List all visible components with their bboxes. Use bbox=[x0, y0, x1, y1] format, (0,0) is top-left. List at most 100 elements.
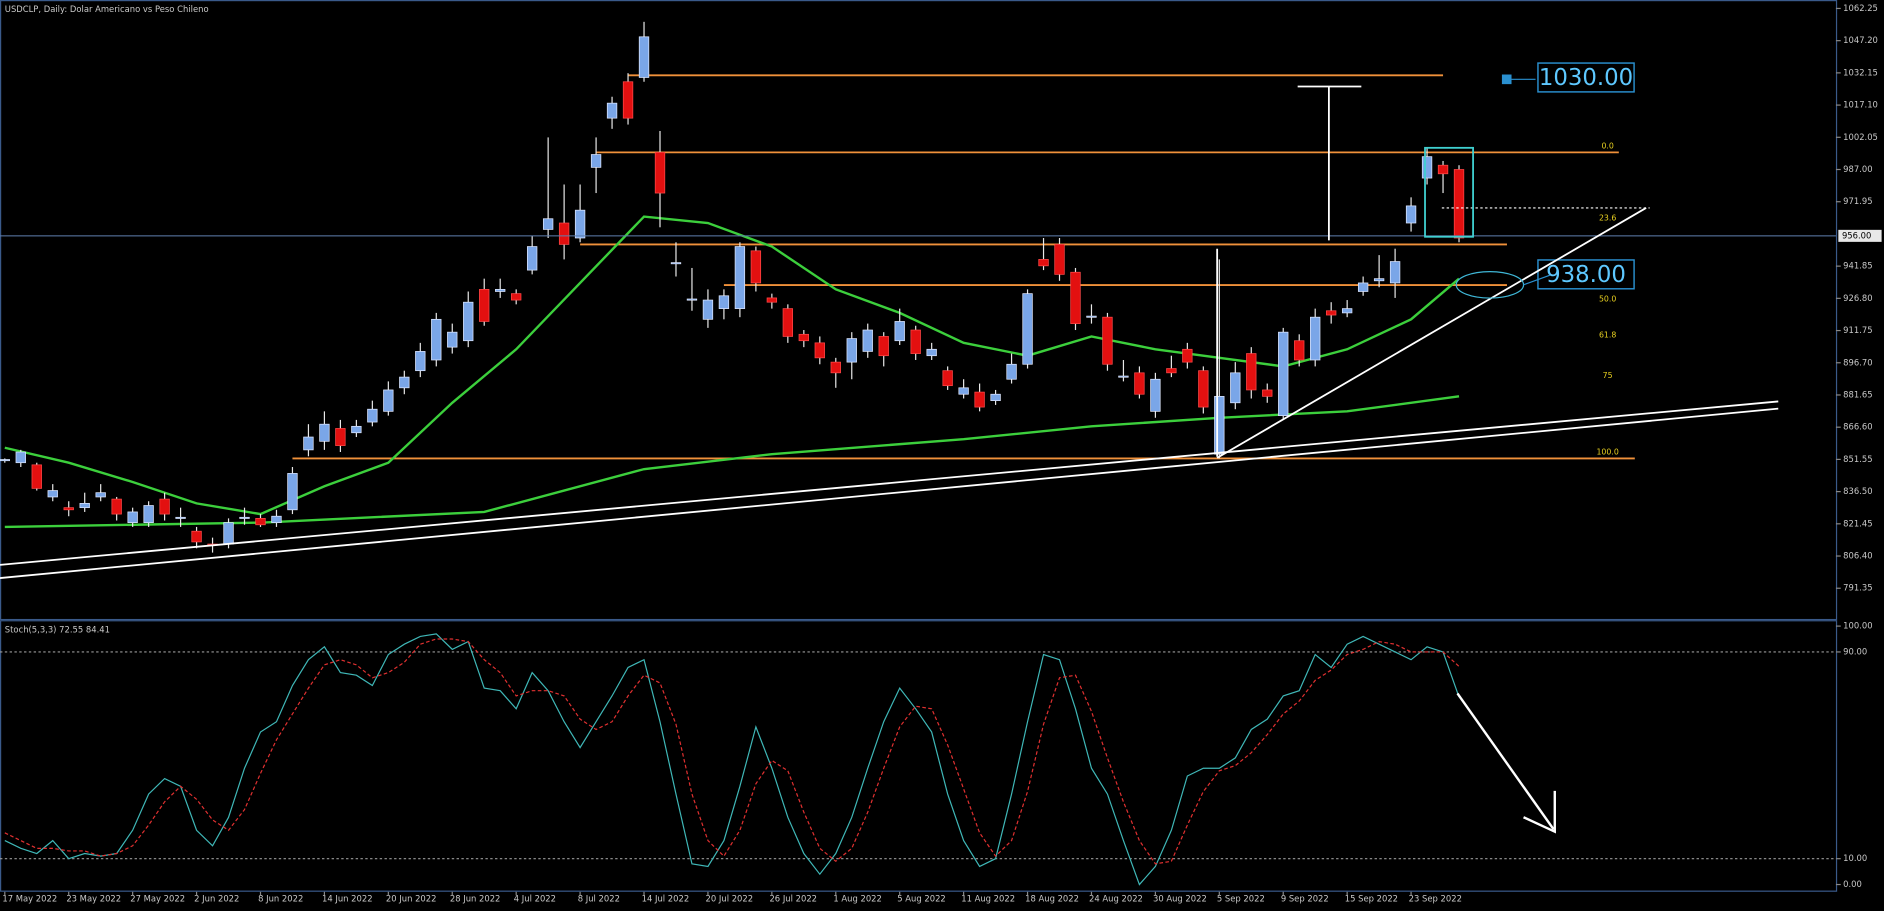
candle-body bbox=[255, 518, 266, 526]
y-tick-label: 90.00 bbox=[1843, 646, 1867, 656]
stoch-line bbox=[4, 638, 1460, 865]
candle-body bbox=[175, 516, 186, 519]
candle-body bbox=[1166, 368, 1177, 374]
candle-body bbox=[1262, 389, 1273, 397]
candle-body bbox=[686, 298, 698, 301]
candle-body bbox=[574, 209, 586, 239]
y-tick-label: 821.45 bbox=[1843, 518, 1872, 528]
fib-label: 75 bbox=[1603, 371, 1613, 380]
candle-body bbox=[1294, 340, 1305, 361]
candle-body bbox=[1118, 375, 1129, 378]
candle-body bbox=[111, 498, 122, 515]
price-annotation-box bbox=[1537, 62, 1635, 93]
x-tick-label: 26 Jul 2022 bbox=[769, 893, 817, 903]
candle-body bbox=[1182, 348, 1193, 363]
candle-body bbox=[1437, 164, 1449, 175]
candle-body bbox=[1038, 259, 1049, 267]
candle-body bbox=[15, 451, 26, 464]
x-tick-label: 20 Jun 2022 bbox=[386, 893, 437, 903]
candle-body bbox=[1421, 156, 1433, 179]
candle-body bbox=[622, 81, 634, 119]
candle-body bbox=[894, 321, 905, 342]
candle-body bbox=[782, 308, 794, 337]
x-tick-label: 23 May 2022 bbox=[66, 893, 121, 903]
x-tick-label: 14 Jul 2022 bbox=[642, 893, 690, 903]
x-tick-label: 14 Jun 2022 bbox=[322, 893, 373, 903]
candle-body bbox=[159, 498, 170, 515]
candle-body bbox=[415, 351, 426, 372]
marker-square bbox=[1501, 74, 1512, 85]
x-tick-label: 24 Aug 2022 bbox=[1089, 893, 1143, 903]
candle-body bbox=[223, 522, 234, 545]
candle-body bbox=[287, 473, 298, 511]
arrow-line bbox=[1456, 692, 1555, 830]
candle-body bbox=[447, 331, 458, 348]
candle-body bbox=[910, 329, 921, 354]
candle-body bbox=[1054, 244, 1065, 275]
highlight-box bbox=[1424, 146, 1474, 238]
arrow-head bbox=[1523, 790, 1556, 834]
candle-body bbox=[766, 297, 778, 303]
fib-label: 23.6 bbox=[1599, 214, 1616, 223]
candle-body bbox=[47, 490, 58, 498]
y-tick-label: 971.95 bbox=[1843, 196, 1872, 206]
chart-title: USDCLP, Daily: Dolar Americano vs Peso C… bbox=[5, 4, 209, 14]
fib-label: 0.0 bbox=[1601, 141, 1613, 150]
y-tick-label: 10.00 bbox=[1843, 853, 1867, 863]
candle-body bbox=[95, 492, 106, 498]
candle-body bbox=[335, 428, 346, 446]
connector bbox=[1523, 274, 1551, 286]
candle-body bbox=[990, 393, 1001, 402]
x-tick-label: 28 Jun 2022 bbox=[450, 893, 501, 903]
x-tick-label: 5 Sep 2022 bbox=[1217, 893, 1265, 903]
y-tick-label: 896.70 bbox=[1843, 357, 1872, 367]
candle-body bbox=[1326, 310, 1337, 316]
candle-body bbox=[31, 464, 42, 489]
candle-body bbox=[1214, 396, 1225, 455]
x-tick-label: 30 Aug 2022 bbox=[1153, 893, 1207, 903]
candle-body bbox=[702, 299, 714, 320]
candle-body bbox=[670, 262, 682, 265]
candle-body bbox=[79, 503, 90, 509]
candle-body bbox=[1310, 316, 1321, 361]
candle-body bbox=[0, 459, 10, 462]
stoch-line bbox=[4, 633, 1460, 886]
y-tick-label: 0.00 bbox=[1843, 879, 1862, 889]
y-tick-label: 1032.15 bbox=[1843, 67, 1878, 77]
fib-label: 61.8 bbox=[1599, 331, 1616, 340]
candle-body bbox=[319, 423, 330, 442]
candle-body bbox=[958, 387, 969, 395]
x-tick-label: 27 May 2022 bbox=[130, 893, 185, 903]
candle-body bbox=[734, 246, 746, 309]
candle-body bbox=[1070, 271, 1081, 324]
y-tick-label: 836.50 bbox=[1843, 486, 1872, 496]
candle-body bbox=[590, 154, 602, 168]
moving-average bbox=[4, 215, 1460, 516]
x-tick-label: 11 Aug 2022 bbox=[961, 893, 1015, 903]
candle-body bbox=[399, 376, 410, 389]
candle-body bbox=[750, 250, 762, 284]
candle-body bbox=[638, 36, 650, 78]
candle-body bbox=[974, 391, 985, 408]
candle-body bbox=[383, 389, 394, 412]
candle-body bbox=[431, 318, 442, 361]
y-tick-label: 987.00 bbox=[1843, 164, 1872, 174]
price-annotation-label: 938.00 bbox=[1546, 262, 1626, 288]
x-tick-label: 5 Aug 2022 bbox=[897, 893, 946, 903]
candle-body bbox=[1230, 372, 1241, 404]
candle-body bbox=[846, 338, 857, 363]
candle-body bbox=[1357, 282, 1369, 292]
candle-body bbox=[1278, 331, 1289, 416]
candle-body bbox=[303, 436, 314, 451]
x-tick-label: 2 Jun 2022 bbox=[194, 893, 239, 903]
price-panel-frame bbox=[0, 0, 1838, 621]
candle-body bbox=[1134, 372, 1145, 395]
y-tick-label: 1047.20 bbox=[1843, 35, 1878, 45]
channel-line bbox=[0, 400, 1779, 566]
x-tick-label: 9 Sep 2022 bbox=[1281, 893, 1329, 903]
y-tick-label: 881.65 bbox=[1843, 389, 1872, 399]
candle-body bbox=[830, 361, 841, 374]
x-tick-label: 8 Jul 2022 bbox=[578, 893, 620, 903]
candle-body bbox=[1086, 315, 1097, 318]
